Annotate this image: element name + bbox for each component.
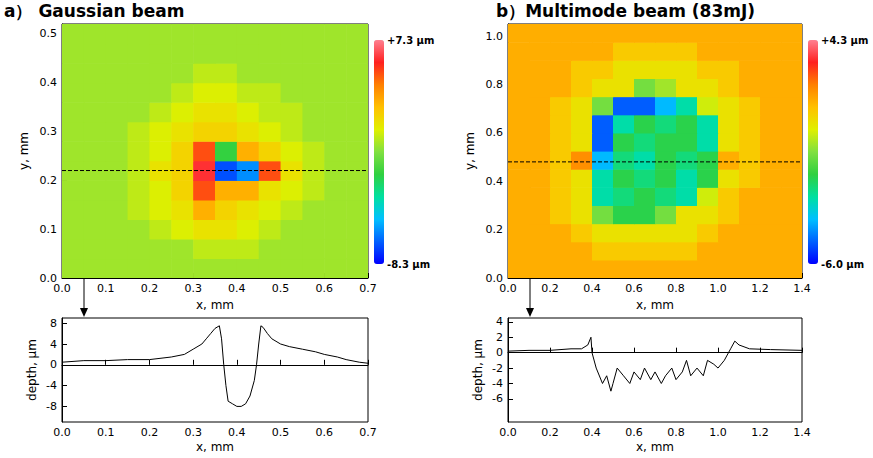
svg-text:0.6: 0.6 — [486, 126, 504, 139]
svg-text:0.7: 0.7 — [359, 282, 377, 295]
svg-text:0.2: 0.2 — [541, 282, 559, 295]
svg-text:x, mm: x, mm — [196, 298, 234, 312]
svg-text:0.3: 0.3 — [40, 125, 58, 138]
svg-text:b）Multimode beam (83mJ): b）Multimode beam (83mJ) — [496, 1, 755, 21]
svg-text:0.0: 0.0 — [53, 426, 71, 439]
svg-text:0.8: 0.8 — [667, 282, 685, 295]
svg-text:-6: -6 — [492, 392, 503, 405]
svg-text:y, mm: y, mm — [463, 132, 477, 170]
svg-text:0.6: 0.6 — [625, 282, 643, 295]
svg-text:0.0: 0.0 — [485, 271, 503, 285]
svg-text:0.4: 0.4 — [40, 76, 58, 89]
svg-text:0.3: 0.3 — [184, 282, 202, 295]
svg-text:0.4: 0.4 — [228, 282, 246, 295]
svg-text:x, mm: x, mm — [636, 298, 674, 312]
svg-text:1.2: 1.2 — [751, 282, 769, 295]
svg-text:0.5: 0.5 — [272, 426, 290, 439]
svg-text:0.1: 0.1 — [40, 223, 58, 236]
svg-text:2: 2 — [496, 331, 503, 344]
svg-text:1.2: 1.2 — [751, 426, 769, 439]
svg-text:x, mm: x, mm — [636, 440, 674, 454]
svg-text:1.0: 1.0 — [486, 30, 504, 43]
svg-text:0.4: 0.4 — [486, 175, 504, 188]
svg-text:0: 0 — [50, 358, 57, 371]
svg-text:0.2: 0.2 — [486, 223, 504, 236]
svg-text:0.5: 0.5 — [40, 27, 58, 40]
svg-text:4: 4 — [50, 338, 57, 351]
svg-text:0.4: 0.4 — [583, 282, 601, 295]
svg-text:-6.0 μm: -6.0 μm — [821, 259, 864, 270]
svg-text:0.3: 0.3 — [184, 426, 202, 439]
svg-text:-2: -2 — [492, 362, 503, 375]
svg-text:0.4: 0.4 — [228, 426, 246, 439]
svg-text:1.0: 1.0 — [709, 426, 727, 439]
svg-text:0.5: 0.5 — [272, 282, 290, 295]
svg-text:0.0: 0.0 — [39, 271, 57, 285]
svg-text:depth, μm: depth, μm — [471, 339, 485, 401]
svg-text:-8.3 μm: -8.3 μm — [387, 259, 430, 270]
svg-text:0.1: 0.1 — [97, 426, 115, 439]
svg-text:1.4: 1.4 — [793, 426, 811, 439]
svg-text:0.2: 0.2 — [40, 174, 58, 187]
svg-text:0.6: 0.6 — [625, 426, 643, 439]
svg-text:0.2: 0.2 — [141, 282, 159, 295]
svg-text:0.0: 0.0 — [499, 282, 517, 295]
svg-text:0.7: 0.7 — [359, 426, 377, 439]
svg-text:1.0: 1.0 — [709, 282, 727, 295]
svg-text:0.2: 0.2 — [141, 426, 159, 439]
svg-text:y, mm: y, mm — [17, 132, 31, 170]
svg-text:0.2: 0.2 — [541, 426, 559, 439]
svg-text:8: 8 — [50, 317, 57, 330]
svg-text:-4: -4 — [492, 377, 503, 390]
svg-text:0.6: 0.6 — [316, 426, 334, 439]
svg-text:0.1: 0.1 — [97, 282, 115, 295]
svg-text:0.6: 0.6 — [316, 282, 334, 295]
svg-text:4: 4 — [496, 315, 503, 328]
svg-text:0.4: 0.4 — [583, 426, 601, 439]
svg-text:0.0: 0.0 — [53, 282, 71, 295]
svg-text:-4: -4 — [46, 379, 57, 392]
svg-text:1.4: 1.4 — [793, 282, 811, 295]
svg-text:0: 0 — [496, 346, 503, 359]
svg-text:+4.3 μm: +4.3 μm — [821, 35, 868, 46]
svg-text:0.8: 0.8 — [667, 426, 685, 439]
svg-text:+7.3 μm: +7.3 μm — [387, 35, 434, 46]
svg-text:0.8: 0.8 — [486, 78, 504, 91]
svg-text:a） Gaussian beam: a） Gaussian beam — [4, 1, 184, 21]
svg-text:x, mm: x, mm — [196, 440, 234, 454]
svg-text:-8: -8 — [46, 400, 57, 413]
svg-text:depth, μm: depth, μm — [25, 339, 39, 401]
svg-text:0.0: 0.0 — [499, 426, 517, 439]
